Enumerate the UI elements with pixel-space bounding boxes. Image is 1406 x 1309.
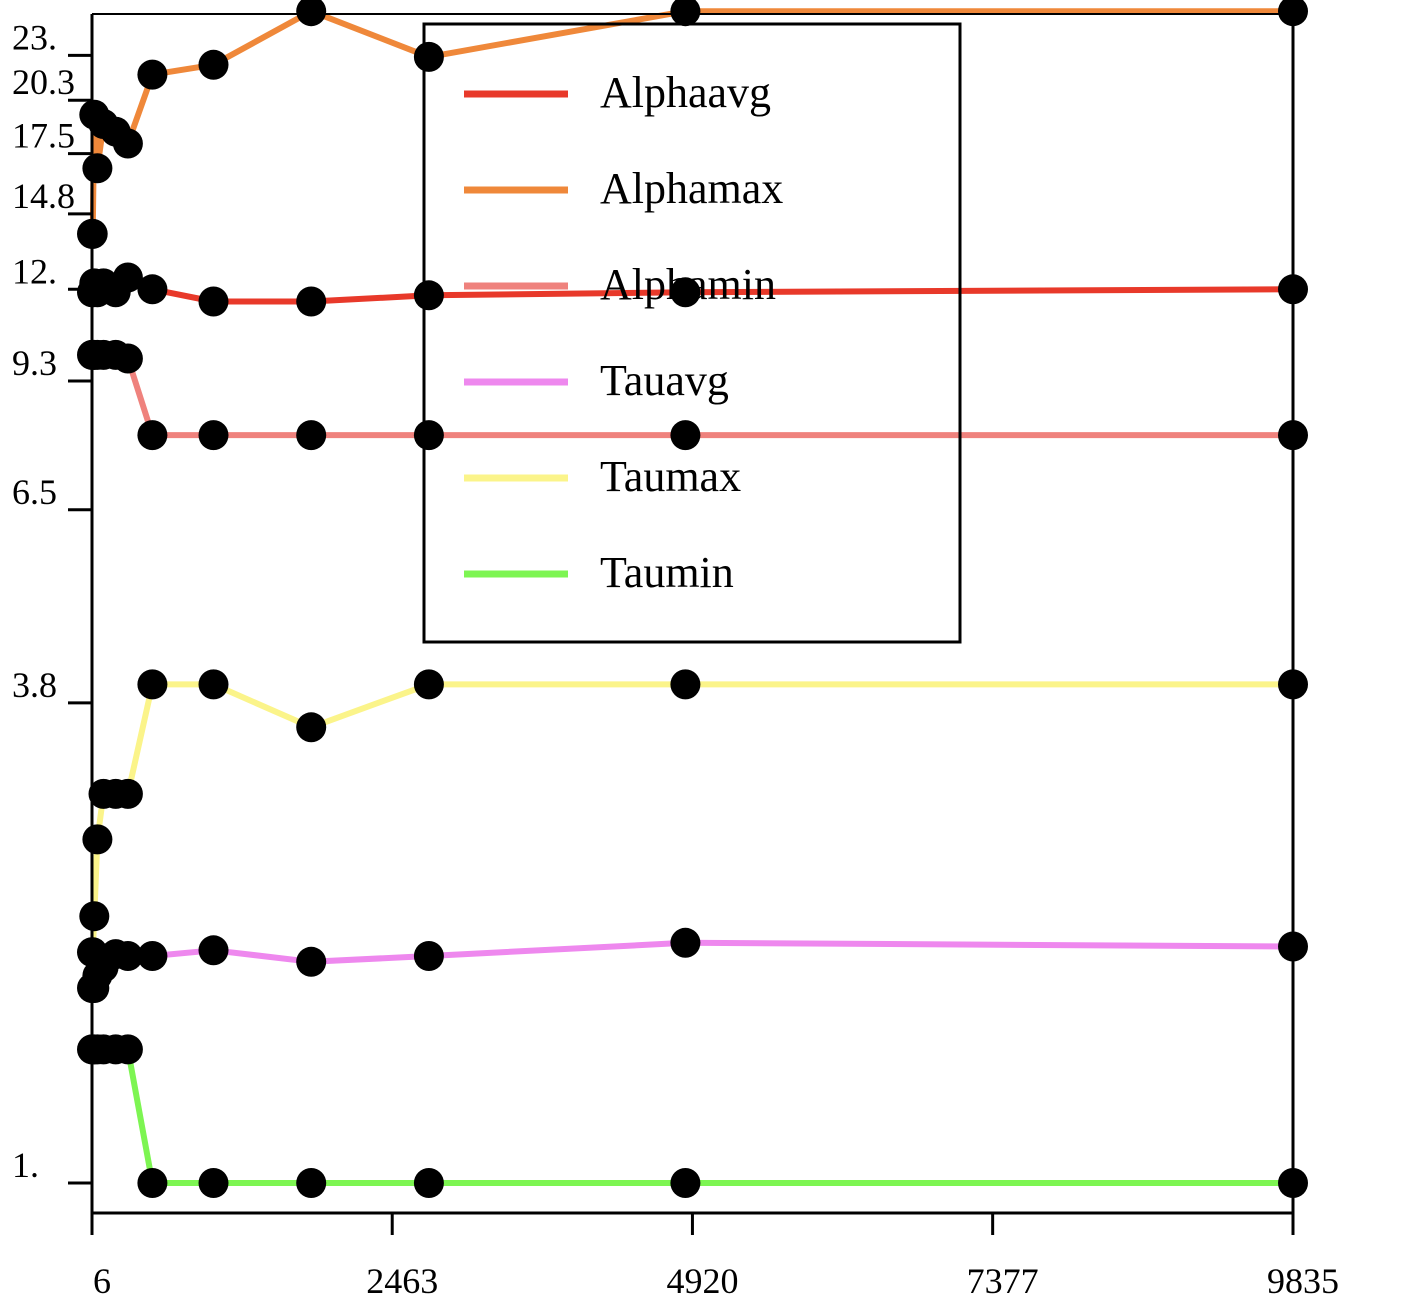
- legend-box: [422, 22, 962, 644]
- data-point-taumin: [296, 1168, 327, 1198]
- series-line-taumin: [89, 1046, 1293, 1186]
- legend-label-alphaavg: Alphaavg: [600, 68, 771, 117]
- data-point-alphaavg: [296, 286, 327, 317]
- y-tick-label: 20.3: [12, 62, 75, 102]
- data-point-alphamax: [112, 128, 143, 159]
- marker-layer: [77, 0, 1308, 1198]
- data-point-taumax: [112, 778, 143, 809]
- x-tick-label: 6: [93, 1261, 111, 1301]
- data-point-alphamax: [137, 59, 168, 90]
- data-point-alphamin: [413, 420, 444, 451]
- x-tick-label: 4920: [666, 1261, 738, 1301]
- data-point-tauavg: [413, 941, 444, 971]
- data-point-alphaavg: [198, 286, 229, 317]
- y-tick-label: 9.3: [12, 343, 57, 383]
- data-point-alphamin: [112, 343, 143, 374]
- y-tick-label: 12.: [12, 251, 57, 291]
- data-point-alphamax: [82, 153, 113, 184]
- data-point-alphamax: [413, 41, 444, 72]
- data-point-alphamin: [137, 420, 168, 451]
- y-tick-label: 3.8: [12, 665, 57, 705]
- data-point-tauavg: [137, 941, 168, 971]
- data-point-alphamax: [198, 49, 229, 80]
- data-point-alphaavg: [137, 274, 168, 305]
- legend-label-alphamax: Alphamax: [600, 164, 783, 213]
- data-point-tauavg: [296, 946, 327, 977]
- x-ticks: 6 2463 4920 7377 9835: [90, 1213, 1339, 1301]
- data-point-alphaavg: [112, 262, 143, 293]
- data-point-alphamin: [670, 420, 701, 451]
- data-point-alphamin: [296, 420, 327, 451]
- data-point-taumax: [82, 824, 113, 855]
- y-tick-label: 1.: [12, 1145, 39, 1185]
- y-tick-label: 14.8: [12, 176, 75, 216]
- x-tick-label: 7377: [967, 1261, 1039, 1301]
- legend-label-taumax: Taumax: [600, 452, 741, 501]
- data-point-taumax: [670, 669, 701, 700]
- data-point-taumin: [198, 1168, 229, 1198]
- y-tick-label: 23.: [12, 17, 57, 57]
- y-ticks: 1. 3.8 6.5 9.3 12. 14.8 17.5 20.3 23.: [12, 17, 92, 1185]
- x-tick-label: 9835: [1267, 1261, 1339, 1301]
- data-point-tauavg: [198, 935, 229, 966]
- data-point-taumin: [137, 1168, 168, 1198]
- data-point-taumin: [670, 1168, 701, 1198]
- data-point-taumax: [79, 901, 110, 932]
- data-point-taumax: [137, 669, 168, 700]
- series-line-taumax: [89, 681, 1293, 956]
- legend-label-tauavg: Tauavg: [600, 356, 729, 405]
- legend-label-taumin: Taumin: [600, 548, 734, 597]
- data-point-taumax: [413, 669, 444, 700]
- data-point-taumin: [413, 1168, 444, 1198]
- data-point-alphamin: [198, 420, 229, 451]
- data-point-alphaavg: [670, 277, 701, 308]
- data-point-taumin: [112, 1034, 143, 1065]
- y-tick-label: 17.5: [12, 116, 75, 156]
- data-point-alphaavg: [413, 280, 444, 311]
- data-point-taumax: [296, 712, 327, 743]
- y-tick-label: 6.5: [12, 472, 57, 512]
- x-tick-label: 2463: [366, 1261, 438, 1301]
- legend: Alphaavg Alphamax Alphamin Tauavg Taumax Taum…: [422, 22, 962, 644]
- legend-label-alphamin: Alphamin: [600, 260, 776, 309]
- data-point-taumax: [198, 669, 229, 700]
- data-point-tauavg: [112, 941, 143, 971]
- data-point-tauavg: [670, 927, 701, 958]
